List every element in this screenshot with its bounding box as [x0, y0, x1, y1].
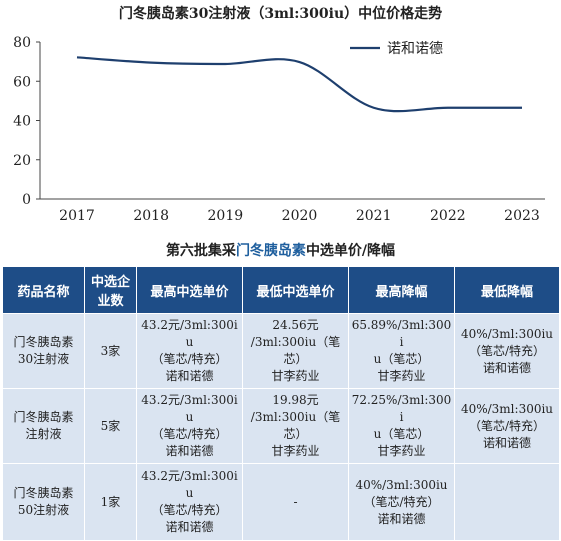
x-tick-label: 2022: [430, 208, 466, 224]
cell-min-price: -: [242, 463, 349, 541]
cell-min-price: 19.98元/3ml:300iu（笔 芯） 甘李药业: [242, 388, 349, 464]
cell-company-count: 1家: [84, 463, 137, 541]
x-tick-label: 2021: [356, 208, 392, 224]
cell-max-price: 43.2元/3ml:300iu （笔芯/特充） 诺和诺德: [136, 313, 243, 389]
header-min-price: 最低中选单价: [242, 266, 349, 314]
price-table: 药品名称 中选企业数 最高中选单价 最低中选单价 最高降幅 最低降幅 门冬胰岛素…: [2, 266, 560, 541]
cell-min-price: 24.56元/3ml:300iu（笔 芯） 甘李药业: [242, 313, 349, 389]
x-tick-label: 2018: [133, 208, 169, 224]
cell-company-count: 5家: [84, 388, 137, 464]
header-min-drop: 最低降幅: [454, 266, 560, 314]
cell-max-price: 43.2元/3ml:300iu （笔芯/特充） 诺和诺德: [136, 463, 243, 541]
cell-min-drop: 40%/3ml:300iu （笔芯/特充） 诺和诺德: [454, 388, 560, 464]
table-title-suffix: 中选单价/降幅: [305, 243, 396, 259]
y-tick-label: 60: [13, 74, 31, 90]
x-tick-label: 2023: [504, 208, 540, 224]
cell-min-drop: 40%/3ml:300iu （笔芯/特充） 诺和诺德: [454, 313, 560, 389]
y-tick-label: 40: [13, 114, 31, 130]
table-row: 门冬胰岛素 30注射液 3家 43.2元/3ml:300iu （笔芯/特充） 诺和诺德…: [2, 313, 560, 389]
y-tick-label: 80: [13, 35, 31, 51]
table-title: 第六批集采门冬胰岛素中选单价/降幅: [0, 240, 561, 260]
cell-max-drop: 40%/3ml:300iu （笔芯/特充） 诺和诺德: [348, 463, 455, 541]
series-line: [76, 56, 522, 113]
cell-drug-name: 门冬胰岛素 50注射液: [2, 463, 85, 541]
x-tick-label: 2020: [282, 208, 318, 224]
line-chart: 0 20 40 60 80 2017 2018 2019 2020 2021 2022 2023 诺和诺…: [13, 35, 545, 224]
header-company-count: 中选企业数: [84, 266, 137, 314]
cell-min-drop: [454, 463, 560, 541]
cell-drug-name: 门冬胰岛素 30注射液: [2, 313, 85, 389]
header-max-drop: 最高降幅: [348, 266, 455, 314]
x-tick-label: 2019: [208, 208, 244, 224]
table-header-row: 药品名称 中选企业数 最高中选单价 最低中选单价 最高降幅 最低降幅: [2, 266, 560, 314]
cell-max-drop: 65.89%/3ml:300i u（笔芯） 甘李药业: [348, 313, 455, 389]
cell-max-price: 43.2元/3ml:300iu （笔芯/特充） 诺和诺德: [136, 388, 243, 464]
table-row: 门冬胰岛素 50注射液 1家 43.2元/3ml:300iu （笔芯/特充） 诺和诺德…: [2, 463, 560, 541]
y-tick-label: 20: [13, 153, 31, 169]
chart-title: 门冬胰岛素30注射液（3ml:300iu）中位价格走势: [118, 6, 443, 22]
cell-company-count: 3家: [84, 313, 137, 389]
table-title-prefix: 第六批集采: [165, 243, 236, 259]
cell-drug-name: 门冬胰岛素 注射液: [2, 388, 85, 464]
legend-label: 诺和诺德: [387, 41, 443, 57]
x-tick-label: 2017: [59, 208, 95, 224]
table-row: 门冬胰岛素 注射液 5家 43.2元/3ml:300iu （笔芯/特充） 诺和诺德 1…: [2, 388, 560, 464]
table-title-highlight: 门冬胰岛素: [235, 243, 306, 259]
header-drug-name: 药品名称: [2, 266, 85, 314]
cell-max-drop: 72.25%/3ml:300i u（笔芯） 甘李药业: [348, 388, 455, 464]
y-tick-label: 0: [22, 192, 31, 208]
header-max-price: 最高中选单价: [136, 266, 243, 314]
